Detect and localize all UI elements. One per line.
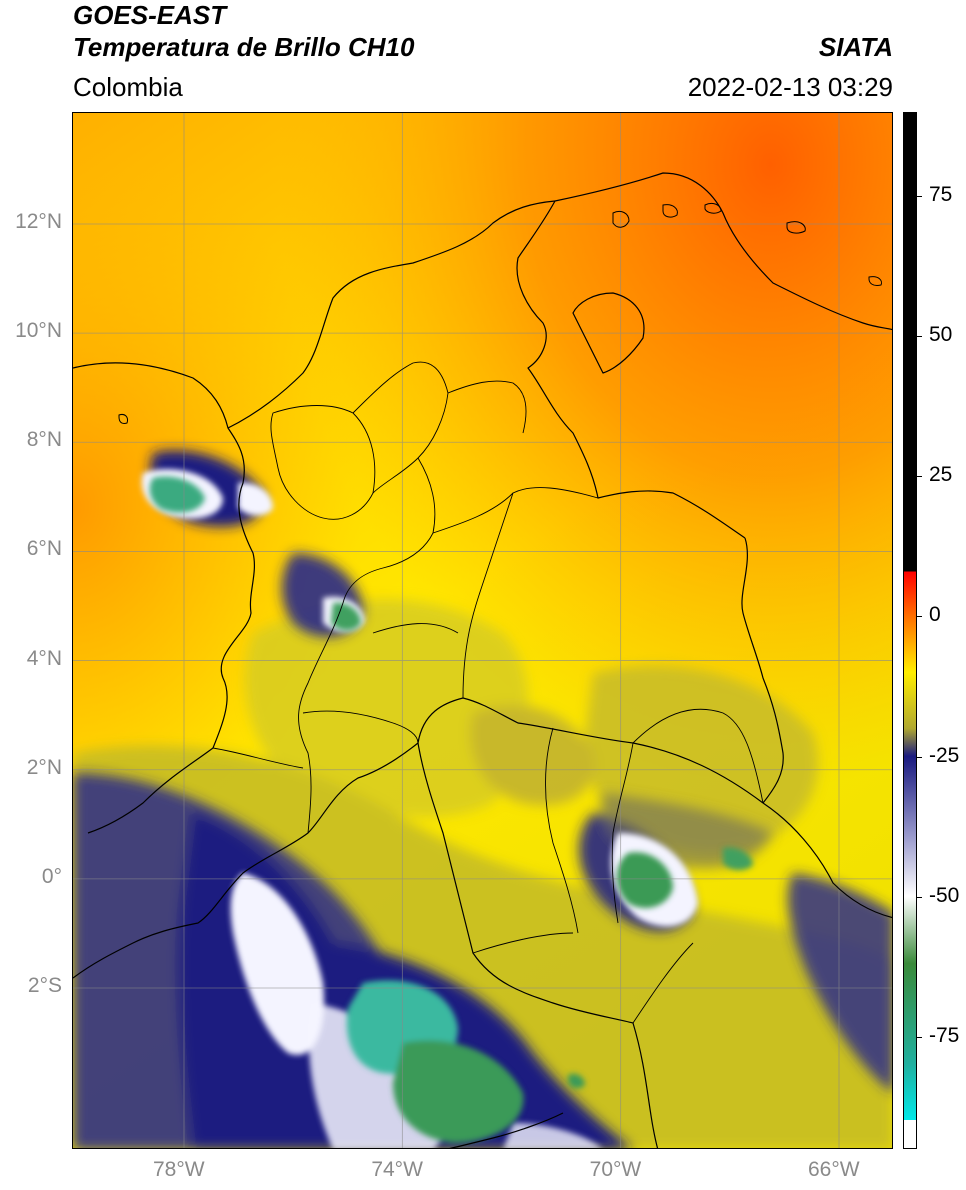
graticule-lines [73,113,892,1148]
colorbar-tick-label: 0 [929,603,941,627]
longitude-tick-label: 70°W [589,1158,642,1181]
colorbar-tick-mark [917,756,922,758]
latitude-tick-label: 2°S [27,974,62,997]
colorbar-tick-label: -75 [929,1023,960,1047]
latitude-tick-label: 12°N [15,210,62,233]
political-borders [73,172,892,1148]
latitude-tick-label: 0° [41,864,62,888]
colorbar-tick-label: -50 [929,883,960,907]
colorbar-tick-mark [917,336,922,338]
colorbar-tick-mark [917,1036,922,1038]
colorbar-tick-label: 50 [929,323,953,347]
longitude-tick-label: 74°W [371,1158,423,1181]
latitude-tick-label: 2°N [26,755,62,779]
satellite-map [72,112,893,1149]
latitude-tick-label: 6°N [26,537,62,561]
colorbar-tick-label: 25 [929,463,953,487]
colorbar-tick-label: 75 [929,183,953,207]
latitude-tick-label: 4°N [26,646,62,670]
colorbar-tick-mark [917,476,922,478]
product-title: Temperatura de Brillo CH10 [73,32,415,62]
longitude-tick-label: 66°W [808,1158,860,1181]
colorbar-tick-mark [917,896,922,898]
temperature-colorbar [903,112,917,1149]
latitude-tick-label: 8°N [26,428,62,452]
satellite-title: GOES-EAST [73,0,227,30]
colorbar-tick-mark [917,196,922,198]
colorbar-tick-mark [917,616,922,618]
longitude-tick-label: 78°W [153,1158,205,1181]
datetime-label: 2022-02-13 03:29 [687,72,893,102]
brightness-temperature-field [73,113,892,1148]
colorbar-tick-label: -25 [929,743,960,767]
agency-label: SIATA [818,32,893,62]
latitude-tick-label: 10°N [15,319,62,343]
region-label: Colombia [73,72,183,102]
